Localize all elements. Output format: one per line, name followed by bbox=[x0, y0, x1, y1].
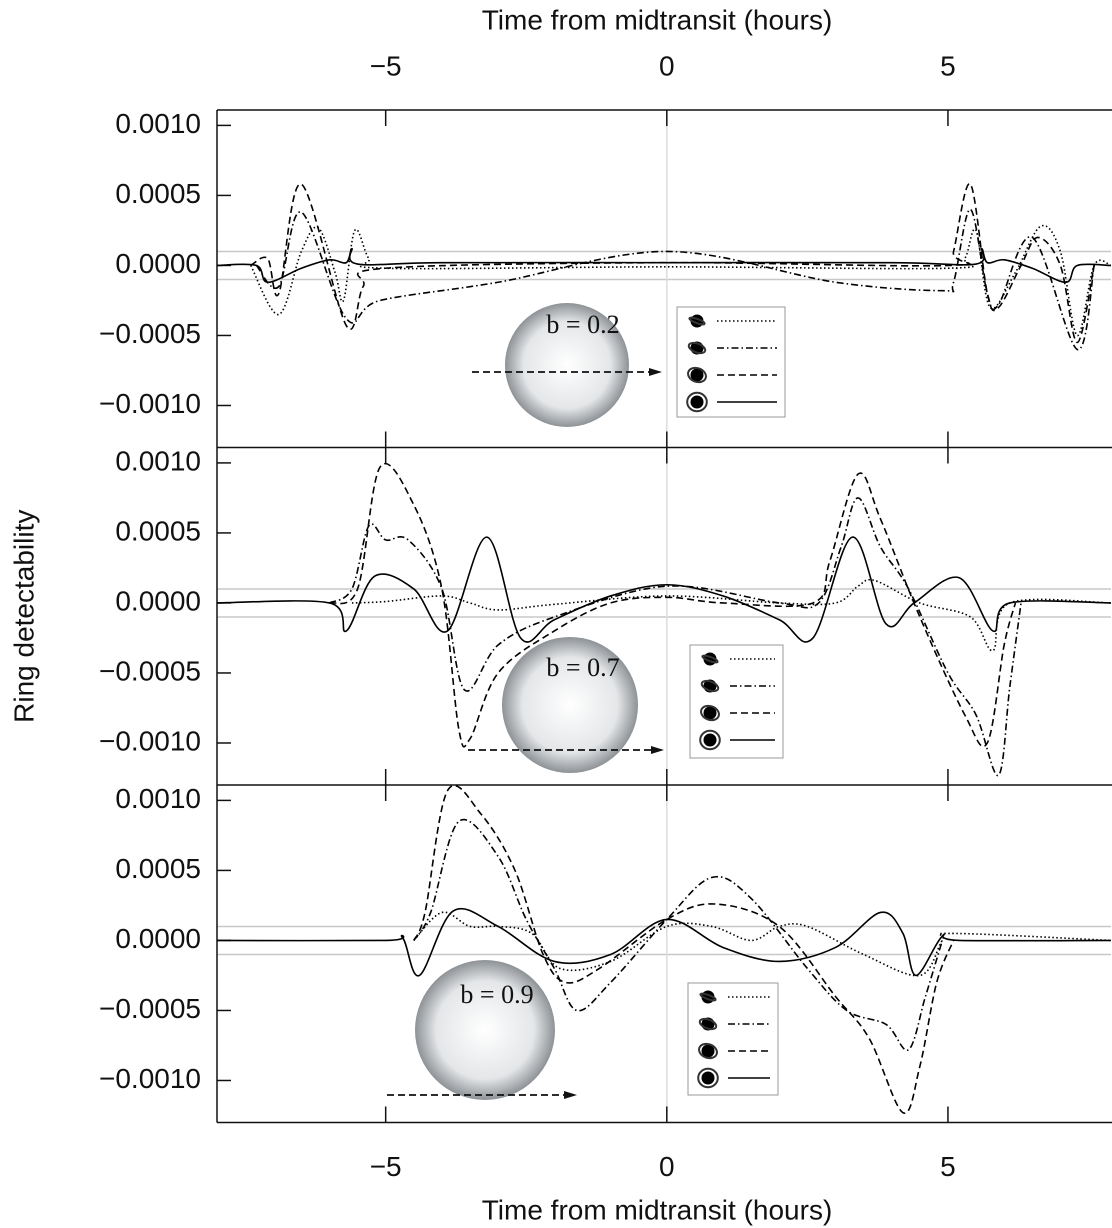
panel: −0.0010 −0.0005 0.0000 0.0005 0.0010 Ring det… bbox=[8, 445, 1112, 785]
y-tick-label: −0.0005 bbox=[99, 993, 201, 1024]
y-tick-label: 0.0010 bbox=[115, 445, 201, 476]
y-tick-label: 0.0000 bbox=[115, 248, 201, 279]
y-tick-label: −0.0010 bbox=[99, 725, 201, 756]
y-tick-label: −0.0010 bbox=[99, 1063, 201, 1094]
series-line bbox=[216, 247, 1112, 284]
star-disk bbox=[505, 303, 629, 427]
series-line bbox=[255, 208, 1095, 351]
series-line bbox=[216, 536, 1112, 643]
legend-icon bbox=[690, 368, 704, 382]
legend-icon bbox=[686, 391, 708, 413]
legend-icon bbox=[700, 704, 720, 722]
y-tick-label: −0.0010 bbox=[99, 388, 201, 419]
panel: −0.0010 −0.0005 0.0000 0.0005 0.0010 −5 0 5 Time… bbox=[99, 783, 1112, 1225]
legend-icon bbox=[690, 395, 704, 409]
annotation: b = 0.2 bbox=[546, 310, 619, 339]
legend-icon bbox=[703, 706, 717, 720]
y-tick-label: 0.0005 bbox=[115, 853, 201, 884]
x-tick-label: 0 bbox=[659, 50, 675, 81]
legend-icon bbox=[697, 1067, 719, 1089]
y-tick-label: 0.0010 bbox=[115, 783, 201, 814]
arrow-head bbox=[651, 746, 664, 754]
y-axis-title: Ring detectability bbox=[8, 510, 39, 723]
x-tick-label: 5 bbox=[940, 50, 956, 81]
series-line bbox=[351, 578, 1112, 652]
legend-icon bbox=[701, 654, 719, 664]
annotation: b = 0.9 bbox=[460, 980, 533, 1009]
series-line bbox=[413, 911, 1112, 977]
series-line bbox=[250, 183, 1095, 344]
series-line bbox=[329, 463, 1017, 748]
arrow-head bbox=[564, 1091, 577, 1099]
star-disk bbox=[415, 960, 555, 1100]
y-tick-label: 0.0005 bbox=[115, 178, 201, 209]
y-tick-label: 0.0000 bbox=[115, 585, 201, 616]
series-line bbox=[413, 784, 955, 1114]
y-tick-label: −0.0005 bbox=[99, 318, 201, 349]
arrow-head bbox=[649, 368, 662, 376]
legend-icon bbox=[698, 1017, 718, 1031]
x-axis-title: Time from midtransit (hours) bbox=[482, 1194, 833, 1225]
star-disk bbox=[502, 637, 638, 773]
y-tick-label: 0.0010 bbox=[115, 108, 201, 139]
panel: −0.0010 −0.0005 0.0000 0.0005 0.0010 −5 0 5 Time… bbox=[99, 4, 1112, 448]
legend-icon bbox=[701, 1044, 715, 1058]
x-tick-label: 5 bbox=[940, 1151, 956, 1182]
x-axis-title: Time from midtransit (hours) bbox=[482, 4, 833, 35]
legend-icon bbox=[699, 729, 721, 751]
legend-icon bbox=[687, 366, 707, 384]
series-line bbox=[329, 497, 1022, 777]
legend-icon bbox=[688, 316, 706, 326]
x-tick-label: 0 bbox=[659, 1151, 675, 1182]
y-tick-label: 0.0005 bbox=[115, 515, 201, 546]
legend-icon bbox=[701, 1071, 715, 1085]
series-line bbox=[250, 224, 1112, 337]
legend-icon bbox=[687, 341, 707, 355]
series-line bbox=[413, 818, 944, 1052]
x-tick-label: −5 bbox=[370, 1151, 402, 1182]
y-tick-label: −0.0005 bbox=[99, 655, 201, 686]
x-tick-label: −5 bbox=[370, 50, 402, 81]
series-line bbox=[216, 908, 1112, 977]
annotation: b = 0.7 bbox=[546, 653, 619, 682]
legend-icon bbox=[703, 733, 717, 747]
legend-icon bbox=[698, 1042, 718, 1060]
legend-icon bbox=[700, 679, 720, 693]
y-tick-label: 0.0000 bbox=[115, 923, 201, 954]
legend-icon bbox=[699, 992, 717, 1002]
